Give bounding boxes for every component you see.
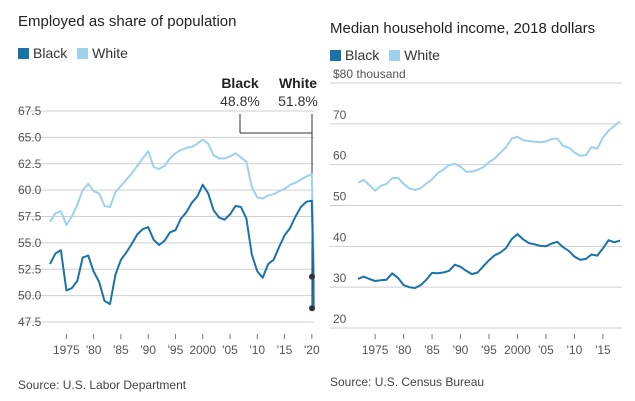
y-tick-label: 57.5 [18, 210, 42, 224]
legend-item-black: Black [330, 47, 379, 63]
legend-swatch-black [18, 48, 29, 59]
callout-white-label: White [279, 75, 317, 91]
y-tick-label: 62.5 [18, 157, 42, 171]
legend-swatch-black [330, 50, 341, 61]
chart1-callout: Black 48.8% White 51.8% [220, 75, 318, 309]
y-tick-label: 60 [333, 149, 347, 163]
end-point-black [309, 305, 315, 312]
x-tick-label: '05 [222, 343, 238, 357]
x-tick-label: '85 [424, 343, 440, 357]
chart2-y-axis: $80 thousand 70 60 50 40 30 20 [333, 67, 406, 326]
y-tick-label: 20 [333, 312, 347, 326]
x-tick-label: 2000 [189, 343, 216, 357]
chart1-y-axis: 67.5 65.0 62.5 60.0 57.5 55.0 52.5 50.0 47.5 [18, 104, 42, 329]
series-line-black [49, 183, 315, 309]
x-tick-label: '85 [113, 343, 129, 357]
legend-label-black: Black [345, 47, 380, 63]
chart1-source: Source: U.S. Labor Department [18, 378, 187, 392]
x-tick-label: '90 [453, 343, 469, 357]
series-line-white [49, 138, 315, 277]
series-line-black [357, 233, 621, 289]
legend-item-white: White [77, 45, 128, 61]
x-tick-label: '15 [595, 343, 611, 357]
x-tick-label: '10 [249, 343, 265, 357]
series-line-white [357, 120, 621, 192]
y-tick-label: 52.5 [18, 262, 42, 276]
legend-item-white: White [389, 47, 440, 63]
legend-swatch-white [77, 48, 89, 59]
callout-white-value: 51.8% [278, 93, 318, 109]
y-tick-label: $80 thousand [333, 67, 406, 81]
y-tick-label: 67.5 [18, 104, 42, 118]
y-tick-label: 70 [333, 108, 347, 122]
y-tick-label: 47.5 [18, 315, 42, 329]
chart1-legend: Black White [18, 45, 134, 61]
x-tick-label: '95 [481, 343, 497, 357]
callout-black-label: Black [221, 75, 259, 91]
x-tick-label: '90 [140, 343, 156, 357]
y-tick-label: 55.0 [18, 236, 42, 250]
x-tick-label: '80 [86, 343, 102, 357]
chart2-x-axis: 1975 '80 '85 '90 '95 2000 '05 '10 '15 [362, 334, 611, 357]
y-tick-label: 40 [333, 230, 347, 244]
y-tick-label: 50 [333, 190, 347, 204]
legend-label-white: White [404, 47, 440, 63]
chart2-series [357, 120, 621, 289]
x-tick-label: '10 [567, 343, 583, 357]
callout-black-value: 48.8% [220, 93, 260, 109]
x-tick-label: 2000 [504, 343, 531, 357]
x-tick-label: '95 [168, 343, 184, 357]
legend-label-black: Black [33, 45, 68, 61]
y-tick-label: 50.0 [18, 289, 42, 303]
y-tick-label: 65.0 [18, 130, 42, 144]
y-tick-label: 60.0 [18, 183, 42, 197]
chart1-end-points [309, 273, 315, 312]
x-tick-label: '05 [538, 343, 554, 357]
chart2-source: Source: U.S. Census Bureau [330, 375, 485, 389]
x-tick-label: '15 [277, 343, 293, 357]
x-tick-label: '20 [304, 343, 320, 357]
y-tick-label: 30 [333, 271, 347, 285]
x-tick-label: '80 [396, 343, 412, 357]
chart2-gridlines [330, 82, 622, 329]
chart2-title: Median household income, 2018 dollars [330, 20, 596, 37]
x-tick-label: 1975 [362, 343, 389, 357]
chart1-title: Employed as share of population [18, 13, 237, 30]
legend-item-black: Black [18, 45, 67, 61]
chart1-gridlines [18, 110, 314, 323]
end-point-white [309, 273, 315, 280]
legend-label-white: White [92, 45, 128, 61]
chart2-legend: Black White [330, 47, 446, 63]
legend-swatch-white [389, 50, 401, 61]
chart1-series [49, 138, 315, 309]
chart1-x-axis: 1975 '80 '85 '90 '95 2000 '05 '10 '15 '20 [53, 334, 320, 357]
x-tick-label: 1975 [53, 343, 80, 357]
